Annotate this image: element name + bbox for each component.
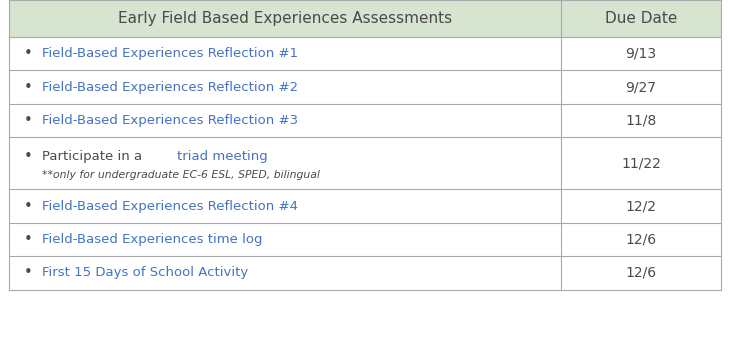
Text: 11/22: 11/22: [621, 156, 661, 170]
Text: 12/6: 12/6: [626, 266, 657, 280]
Bar: [9, 189, 561, 223]
Bar: [561, 70, 721, 104]
Bar: [561, 223, 721, 256]
Text: triad meeting: triad meeting: [177, 150, 268, 163]
Text: Field-Based Experiences Reflection #4: Field-Based Experiences Reflection #4: [42, 200, 299, 213]
Text: •: •: [23, 113, 32, 128]
Bar: [561, 0, 721, 37]
Bar: [9, 137, 561, 189]
Text: •: •: [23, 46, 32, 61]
Text: Participate in a: Participate in a: [42, 150, 147, 163]
Text: •: •: [23, 265, 32, 281]
Bar: [9, 223, 561, 256]
Text: Field-Based Experiences Reflection #3: Field-Based Experiences Reflection #3: [42, 114, 299, 127]
Bar: [9, 256, 561, 290]
Text: Field-Based Experiences Reflection #2: Field-Based Experiences Reflection #2: [42, 81, 299, 94]
Text: •: •: [23, 149, 32, 164]
Bar: [9, 104, 561, 137]
Bar: [9, 0, 561, 37]
Text: •: •: [23, 199, 32, 214]
Text: 11/8: 11/8: [626, 114, 657, 127]
Bar: [561, 189, 721, 223]
Bar: [561, 104, 721, 137]
Bar: [561, 256, 721, 290]
Text: Field-Based Experiences time log: Field-Based Experiences time log: [42, 233, 263, 246]
Bar: [9, 70, 561, 104]
Text: 12/2: 12/2: [626, 199, 656, 213]
Text: Due Date: Due Date: [605, 11, 677, 26]
Text: **only for undergraduate EC-6 ESL, SPED, bilingual: **only for undergraduate EC-6 ESL, SPED,…: [42, 170, 320, 180]
Text: First 15 Days of School Activity: First 15 Days of School Activity: [42, 266, 249, 279]
Text: 9/13: 9/13: [626, 47, 657, 61]
Text: Field-Based Experiences Reflection #1: Field-Based Experiences Reflection #1: [42, 47, 299, 60]
Bar: [561, 137, 721, 189]
Text: 12/6: 12/6: [626, 233, 657, 246]
Text: Early Field Based Experiences Assessments: Early Field Based Experiences Assessment…: [118, 11, 452, 26]
Bar: [9, 37, 561, 70]
Bar: [561, 37, 721, 70]
Text: •: •: [23, 232, 32, 247]
Text: •: •: [23, 80, 32, 95]
Text: 9/27: 9/27: [626, 80, 656, 94]
